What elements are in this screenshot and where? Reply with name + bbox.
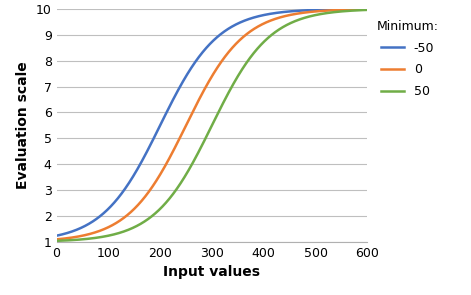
0	[365, 7, 370, 11]
50	[356, 9, 361, 12]
50	[196, 149, 202, 152]
0	[356, 8, 361, 11]
Line: 0: 0	[57, 9, 367, 239]
-50	[365, 7, 370, 11]
50	[299, 17, 304, 21]
Line: 50: 50	[57, 10, 367, 241]
-50	[54, 234, 59, 237]
0	[205, 82, 211, 85]
0	[70, 236, 75, 239]
50	[365, 8, 370, 12]
50	[356, 9, 361, 12]
50	[70, 238, 75, 242]
-50	[299, 9, 304, 12]
-50	[356, 7, 361, 11]
-50	[356, 7, 361, 11]
Legend: -50, 0, 50: -50, 0, 50	[377, 20, 439, 98]
0	[299, 11, 304, 15]
Line: -50: -50	[57, 9, 367, 236]
-50	[205, 45, 211, 48]
50	[205, 132, 211, 136]
0	[356, 8, 361, 11]
X-axis label: Input values: Input values	[163, 265, 260, 279]
-50	[196, 55, 202, 58]
50	[54, 239, 59, 242]
Y-axis label: Evaluation scale: Evaluation scale	[16, 61, 30, 189]
-50	[70, 230, 75, 233]
0	[54, 237, 59, 241]
0	[196, 97, 202, 101]
